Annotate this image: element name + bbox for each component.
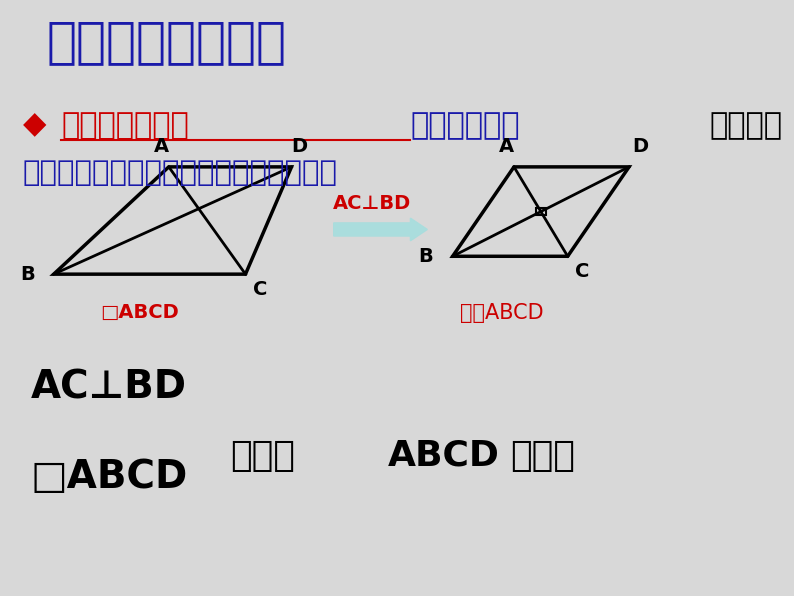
Text: D: D — [633, 137, 649, 156]
Text: □ABCD: □ABCD — [100, 303, 179, 322]
Bar — [536, 207, 545, 215]
Text: D: D — [291, 137, 307, 156]
Text: （对角线互相垂直平分的四边形是菱形）: （对角线互相垂直平分的四边形是菱形） — [23, 159, 338, 187]
Text: 菱形的判定方法：: 菱形的判定方法： — [46, 18, 286, 66]
Text: 是菱形；: 是菱形； — [710, 111, 783, 139]
Text: 四边形: 四边形 — [230, 439, 295, 473]
Text: 是菱形: 是菱形 — [511, 439, 575, 473]
Text: 对角线互相垂直: 对角线互相垂直 — [61, 111, 189, 139]
Text: AC⊥BD: AC⊥BD — [31, 368, 187, 406]
Text: ABCD: ABCD — [387, 439, 499, 473]
Text: C: C — [253, 280, 268, 299]
FancyArrow shape — [333, 218, 427, 241]
Text: A: A — [499, 137, 514, 156]
Text: C: C — [576, 262, 590, 281]
Text: B: B — [20, 265, 34, 284]
Text: 的平行四边形: 的平行四边形 — [410, 111, 520, 139]
Text: AC⊥BD: AC⊥BD — [333, 194, 411, 213]
Text: 菱形ABCD: 菱形ABCD — [461, 303, 544, 323]
Text: A: A — [153, 137, 168, 156]
Text: □ABCD: □ABCD — [31, 458, 188, 496]
Text: ◆: ◆ — [23, 111, 47, 139]
Text: B: B — [418, 247, 434, 266]
